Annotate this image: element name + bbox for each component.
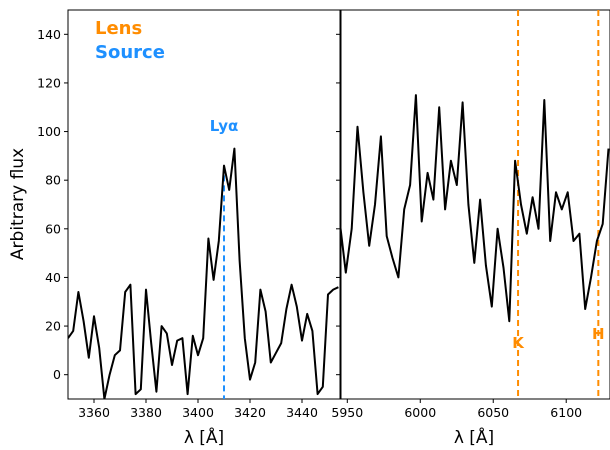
x-tick-label: 5950 — [331, 405, 363, 420]
x-tick-label: 6050 — [477, 405, 509, 420]
left-spectrum-line — [68, 147, 339, 399]
left-y-axis: 0 20 40 60 80 100 120 140 — [37, 27, 68, 382]
y-axis-title: Arbitrary flux — [8, 148, 28, 260]
y-tick-label: 80 — [45, 173, 61, 188]
right-spectrum-line — [340, 94, 610, 323]
y-tick-label: 60 — [45, 221, 61, 236]
right-x-axis-title: λ [Å] — [454, 426, 494, 448]
x-tick-label: 3380 — [130, 405, 162, 420]
left-reference-lines: Lyα — [210, 117, 239, 399]
y-tick-label: 40 — [45, 270, 61, 285]
x-tick-label: 3360 — [78, 405, 110, 420]
left-panel-frame — [67, 9, 342, 400]
left-x-axis-title: λ [Å] — [184, 426, 224, 448]
x-tick-label: 6100 — [550, 405, 582, 420]
left-x-axis: 3360 3380 3400 3420 3440 — [78, 399, 318, 420]
x-tick-label: 3440 — [286, 405, 318, 420]
legend-source-label: Source — [95, 42, 165, 63]
y-tick-label: 100 — [37, 124, 61, 139]
line-label-k: K — [512, 334, 525, 352]
line-label-h: H — [592, 325, 605, 343]
right-y-axis — [336, 33, 340, 376]
y-tick-label: 120 — [37, 75, 61, 90]
x-tick-label: 3400 — [182, 405, 214, 420]
x-tick-label: 3420 — [234, 405, 266, 420]
right-x-axis: 5950 6000 6050 6100 — [331, 399, 582, 420]
legend-lens-label: Lens — [95, 18, 142, 39]
x-tick-label: 6000 — [404, 405, 436, 420]
line-label-lya: Lyα — [210, 117, 239, 135]
y-tick-label: 140 — [37, 27, 61, 42]
right-panel-frame — [339, 9, 610, 400]
y-tick-label: 0 — [53, 367, 61, 382]
y-tick-label: 20 — [45, 319, 61, 334]
